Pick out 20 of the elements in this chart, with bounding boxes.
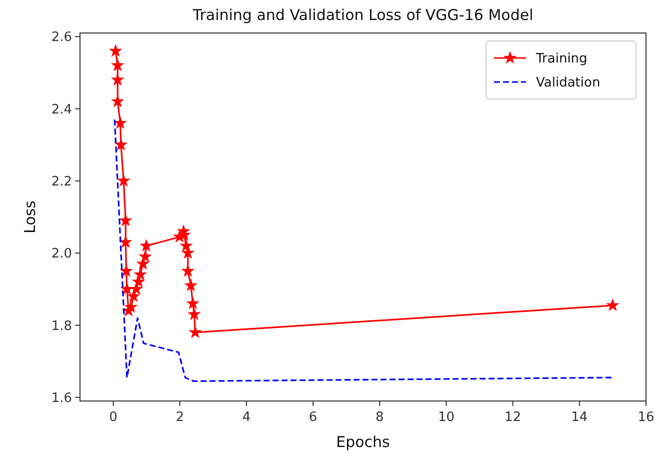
- x-tick-label: 2: [176, 410, 184, 425]
- x-tick-label: 14: [571, 410, 588, 425]
- y-tick-label: 1.8: [51, 318, 72, 334]
- legend-label: Training: [535, 52, 588, 67]
- x-tick-label: 8: [376, 410, 384, 425]
- x-tick-label: 12: [504, 410, 522, 425]
- y-tick-label: 1.6: [51, 390, 72, 406]
- x-tick-label: 4: [242, 410, 251, 425]
- x-axis-title: Epochs: [336, 433, 390, 451]
- x-tick-label: 10: [438, 410, 455, 425]
- y-tick-label: 2.4: [51, 102, 72, 118]
- x-tick-label: 0: [109, 410, 118, 425]
- x-tick-label: 16: [638, 410, 654, 425]
- legend-label: Validation: [536, 76, 600, 91]
- y-tick-label: 2.6: [51, 30, 72, 46]
- y-tick-label: 2.2: [51, 174, 72, 190]
- y-tick-label: 2.0: [51, 246, 72, 262]
- y-axis-title: Loss: [21, 200, 39, 234]
- chart-title: Training and Validation Loss of VGG-16 Model: [192, 6, 534, 24]
- x-tick-label: 6: [308, 410, 318, 425]
